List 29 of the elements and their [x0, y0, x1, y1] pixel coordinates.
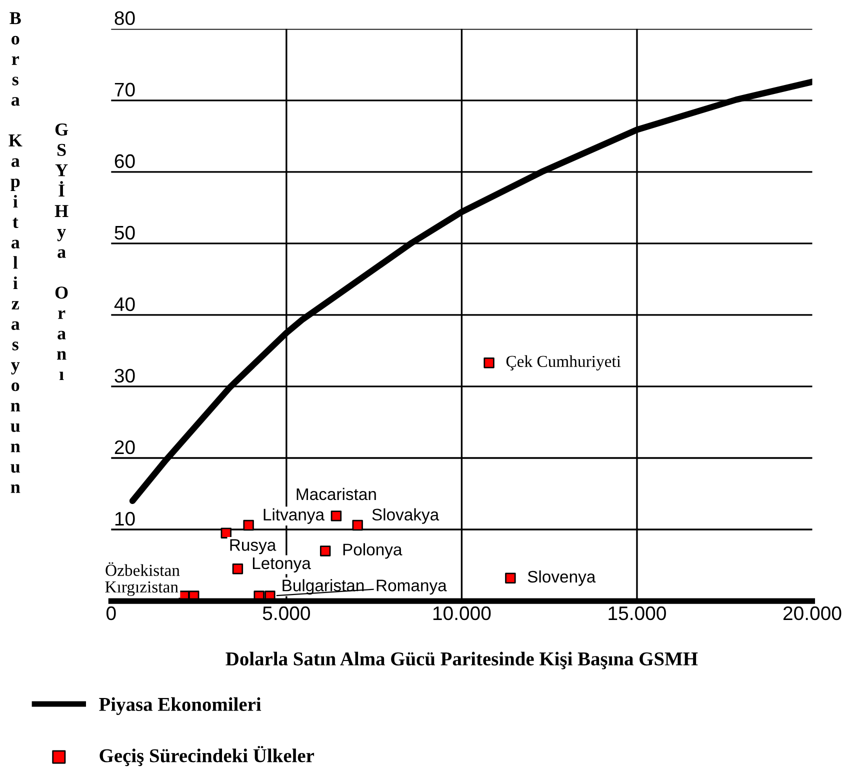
annotation: Çek Cumhuriyeti	[506, 355, 621, 370]
annotation: Slovakya	[372, 508, 440, 524]
x-tick-label: 20.000	[783, 606, 842, 620]
y-tick-label: 20	[114, 440, 135, 454]
legend-label: Geçiş Sürecindeki Ülkeler	[100, 746, 314, 766]
x-tick-label: 5.000	[262, 606, 310, 620]
x-tick-label: 0	[106, 606, 116, 620]
y-tick-label: 80	[114, 11, 135, 26]
y-tick-label: 60	[114, 154, 135, 168]
y-tick-label: 10	[115, 512, 135, 526]
legend-label: Piyasa Ekonomileri	[99, 697, 262, 715]
annotation: Slovenya	[528, 570, 596, 586]
y-tick-label: 30	[114, 368, 135, 383]
annotation: Rusya	[230, 539, 276, 554]
x-tick-label: 15.000	[608, 606, 666, 620]
annotation: Kırgızistan	[105, 581, 178, 596]
x-axis-title: Dolarla Satın Alma Gücü Paritesinde Kişi Başına GSMH	[226, 652, 698, 670]
y-tick-label: 50	[114, 226, 135, 240]
annotation: Litvanya	[264, 508, 325, 524]
annotation: Bulgaristan	[282, 579, 364, 595]
annotation: Letonya	[252, 558, 311, 572]
y-tick-label: 70	[114, 82, 135, 97]
text: Borsa Kapitalizasyonunun GSYİHya Oranı	[8, 12, 68, 493]
annotation: Romanya	[376, 580, 447, 595]
annotation: Polonya	[343, 543, 402, 559]
annotation: Özbekistan	[106, 562, 180, 576]
x-tick-label: 10.000	[433, 606, 491, 620]
y-tick-label: 40	[114, 297, 135, 312]
annotation: Macaristan	[296, 488, 376, 500]
